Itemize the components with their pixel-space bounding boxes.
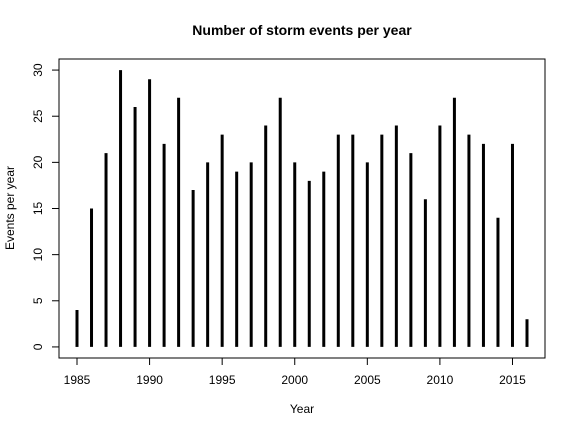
x-tick-label-2010: 2010 [427,373,454,387]
y-tick-label-15: 15 [31,202,45,216]
y-tick-label-5: 5 [31,297,45,304]
y-tick-label-20: 20 [31,155,45,169]
x-tick-label-1995: 1995 [209,373,236,387]
bars [75,70,529,347]
y-axis-label: Events per year [3,166,17,250]
x-tick-label-1990: 1990 [136,373,163,387]
x-tick-label-2005: 2005 [354,373,381,387]
x-axis: 1985 1990 1995 2000 2005 2010 2015 [64,357,526,387]
x-tick-label-2000: 2000 [281,373,308,387]
y-axis: 0 5 10 15 20 25 30 [31,63,60,350]
y-tick-label-0: 0 [31,343,45,350]
plot-frame [58,58,546,359]
y-tick-label-10: 10 [31,248,45,262]
y-tick-label-30: 30 [31,63,45,77]
x-tick-label-1985: 1985 [64,373,91,387]
x-tick-label-2015: 2015 [499,373,526,387]
x-axis-label: Year [290,402,314,416]
y-tick-label-25: 25 [31,109,45,123]
chart-title: Number of storm events per year [192,22,412,38]
